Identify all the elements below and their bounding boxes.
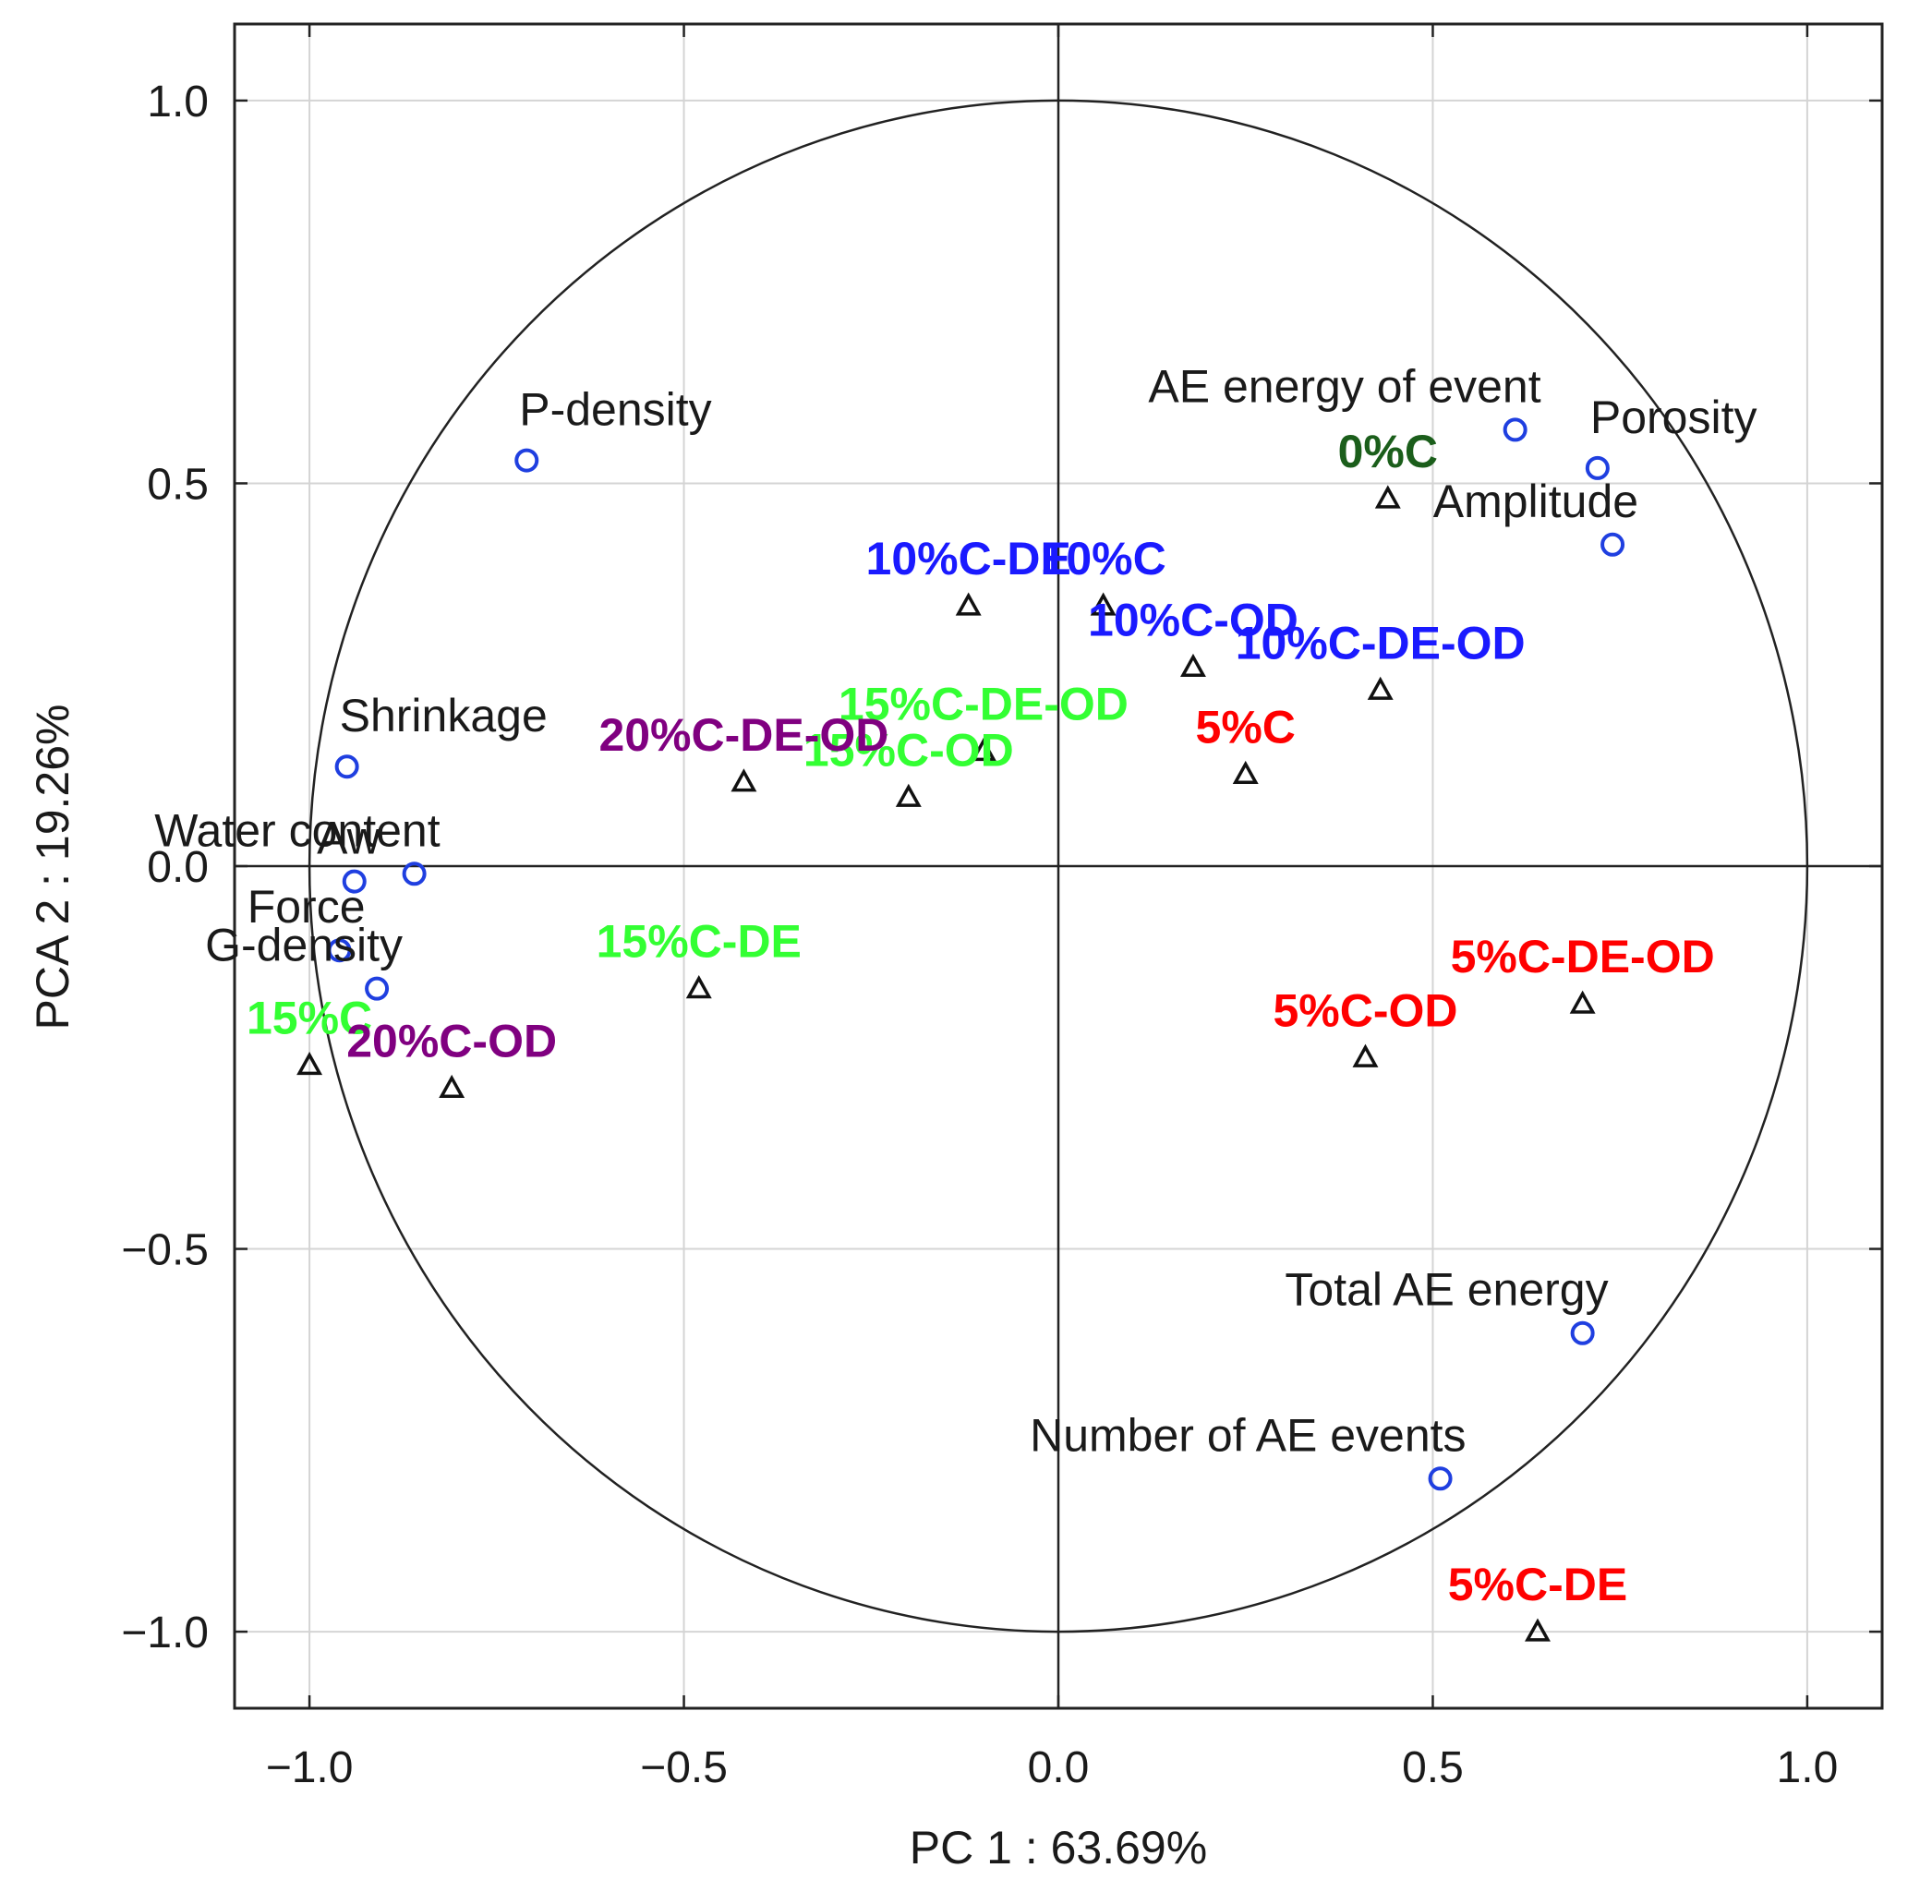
variable-label: Aw	[317, 813, 380, 864]
variable-label: Number of AE events	[1030, 1409, 1466, 1461]
x-axis-title: PC 1 : 63.69%	[910, 1822, 1207, 1874]
variable-label: Total AE energy	[1285, 1264, 1608, 1316]
variable-label: AE energy of event	[1148, 360, 1540, 412]
variable-label: Water content	[154, 804, 441, 856]
sample-label: 15%C-DE	[597, 916, 802, 968]
variable-label: Shrinkage	[340, 690, 548, 741]
y-tick-label: −1.0	[121, 1609, 209, 1657]
sample-label: 10%C-DE-OD	[1236, 617, 1526, 669]
variable-label: Amplitude	[1433, 476, 1638, 527]
sample-label: 20%C-OD	[346, 1015, 557, 1066]
variable-label: Porosity	[1590, 392, 1757, 443]
sample-label: 5%C	[1196, 702, 1296, 753]
pca-correlation-circle-chart: −1.0 −0.5 0.0 0.5 1.0 −1.0−0.50.00.51.0 P-de…	[0, 0, 1932, 1904]
y-axis-title: PCA 2 : 19.26%	[27, 704, 78, 1030]
x-tick-label: 0.0	[1028, 1743, 1090, 1792]
y-tick-label: −0.5	[121, 1226, 209, 1275]
variable-label: G-density	[205, 920, 403, 971]
sample-label: 5%C-DE-OD	[1451, 931, 1715, 982]
y-tick-label: 0.5	[147, 460, 209, 509]
x-tick-label: −1.0	[266, 1743, 354, 1792]
variable-label: P-density	[519, 384, 711, 436]
y-tick-label: 1.0	[147, 78, 209, 127]
x-tick-label: −0.5	[640, 1743, 728, 1792]
x-tick-label: 1.0	[1777, 1743, 1839, 1792]
sample-label: 5%C-DE	[1448, 1559, 1627, 1610]
sample-label: 10%C	[1041, 533, 1166, 584]
x-tick-label: 0.5	[1402, 1743, 1464, 1792]
sample-label: 20%C-DE-OD	[598, 709, 888, 761]
sample-label: 0%C	[1338, 426, 1438, 477]
sample-label: 5%C-OD	[1273, 984, 1457, 1036]
